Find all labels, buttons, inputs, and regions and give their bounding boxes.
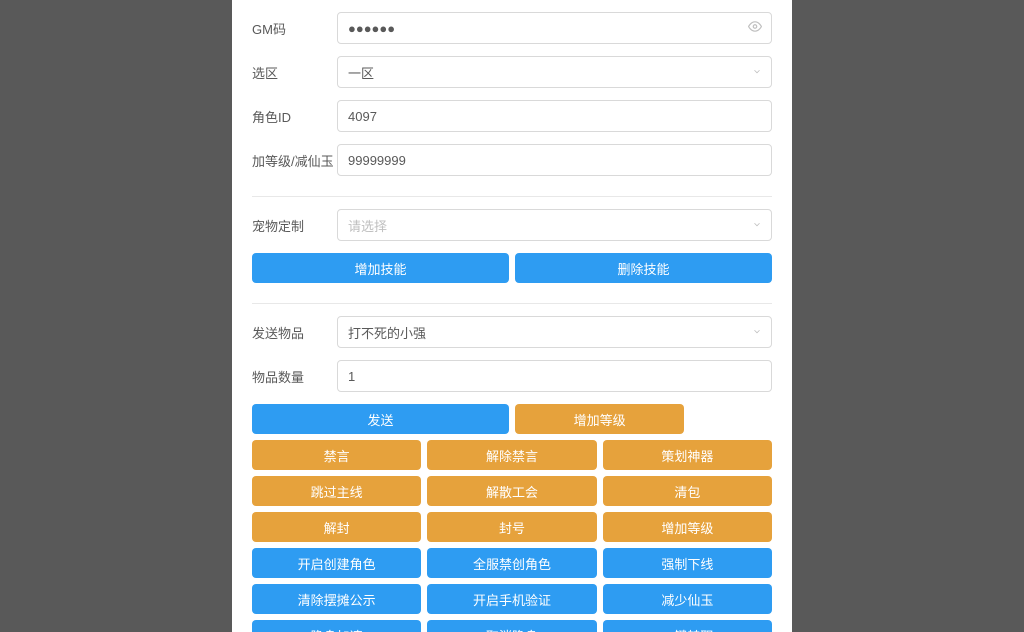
gm-panel: GM码 选区 一区 角色ID 加等级/减仙玉 宠物定制 请选择	[232, 0, 792, 632]
skill-button-row: 增加技能 删除技能	[252, 253, 772, 283]
action-button[interactable]: 清包	[603, 476, 772, 506]
add-skill-button[interactable]: 增加技能	[252, 253, 509, 283]
pet-select[interactable]: 请选择	[337, 209, 772, 241]
action-button[interactable]: 取消隐身	[427, 620, 596, 632]
action-button[interactable]: 策划神器	[603, 440, 772, 470]
button-row: 开启创建角色全服禁创角色强制下线	[252, 548, 772, 578]
row-zone: 选区 一区	[252, 56, 772, 88]
button-row: 清除摆摊公示开启手机验证减少仙玉	[252, 584, 772, 614]
action-button[interactable]: 一键转职	[603, 620, 772, 632]
zone-select[interactable]: 一区	[337, 56, 772, 88]
row-item-qty: 物品数量	[252, 360, 772, 392]
label-role-id: 角色ID	[252, 107, 337, 126]
action-button[interactable]: 解除禁言	[427, 440, 596, 470]
item-qty-input[interactable]	[337, 360, 772, 392]
action-button[interactable]: 开启手机验证	[427, 584, 596, 614]
divider	[252, 196, 772, 197]
action-button[interactable]: 增加等级	[603, 512, 772, 542]
action-button[interactable]: 强制下线	[603, 548, 772, 578]
pet-select-wrap: 请选择	[337, 209, 772, 241]
blue-button-grid: 开启创建角色全服禁创角色强制下线清除摆摊公示开启手机验证减少仙玉隐身加速取消隐身…	[252, 548, 772, 632]
row-gm-code: GM码	[252, 12, 772, 44]
label-item-qty: 物品数量	[252, 367, 337, 386]
button-row: 跳过主线解散工会清包	[252, 476, 772, 506]
send-item-value: 打不死的小强	[348, 323, 426, 342]
action-button[interactable]: 开启创建角色	[252, 548, 421, 578]
button-row: 隐身加速取消隐身一键转职	[252, 620, 772, 632]
action-button[interactable]: 封号	[427, 512, 596, 542]
row-level: 加等级/减仙玉	[252, 144, 772, 176]
del-skill-button[interactable]: 删除技能	[515, 253, 772, 283]
button-row: 解封封号增加等级	[252, 512, 772, 542]
label-send-item: 发送物品	[252, 323, 337, 342]
action-button[interactable]: 全服禁创角色	[427, 548, 596, 578]
label-zone: 选区	[252, 63, 337, 82]
zone-select-wrap: 一区	[337, 56, 772, 88]
gm-code-wrap	[337, 12, 772, 44]
label-pet: 宠物定制	[252, 216, 337, 235]
action-button[interactable]: 清除摆摊公示	[252, 584, 421, 614]
send-button-row: 发送 增加等级	[252, 404, 772, 434]
label-gm-code: GM码	[252, 19, 337, 38]
row-send-item: 发送物品 打不死的小强	[252, 316, 772, 348]
level-input[interactable]	[337, 144, 772, 176]
action-button[interactable]: 跳过主线	[252, 476, 421, 506]
eye-icon[interactable]	[748, 20, 762, 37]
pet-placeholder: 请选择	[348, 216, 387, 235]
action-button[interactable]: 解散工会	[427, 476, 596, 506]
label-level: 加等级/减仙玉	[252, 151, 337, 170]
divider	[252, 303, 772, 304]
action-button[interactable]: 隐身加速	[252, 620, 421, 632]
action-button[interactable]: 禁言	[252, 440, 421, 470]
send-button[interactable]: 发送	[252, 404, 509, 434]
send-item-select-wrap: 打不死的小强	[337, 316, 772, 348]
role-id-input[interactable]	[337, 100, 772, 132]
row-pet: 宠物定制 请选择	[252, 209, 772, 241]
send-item-select[interactable]: 打不死的小强	[337, 316, 772, 348]
orange-button-grid: 禁言解除禁言策划神器跳过主线解散工会清包解封封号增加等级	[252, 440, 772, 542]
action-button[interactable]: 解封	[252, 512, 421, 542]
button-row: 禁言解除禁言策划神器	[252, 440, 772, 470]
gm-code-input[interactable]	[337, 12, 772, 44]
row-role-id: 角色ID	[252, 100, 772, 132]
action-button[interactable]: 减少仙玉	[603, 584, 772, 614]
zone-value: 一区	[348, 63, 374, 82]
add-level-button[interactable]: 增加等级	[515, 404, 684, 434]
